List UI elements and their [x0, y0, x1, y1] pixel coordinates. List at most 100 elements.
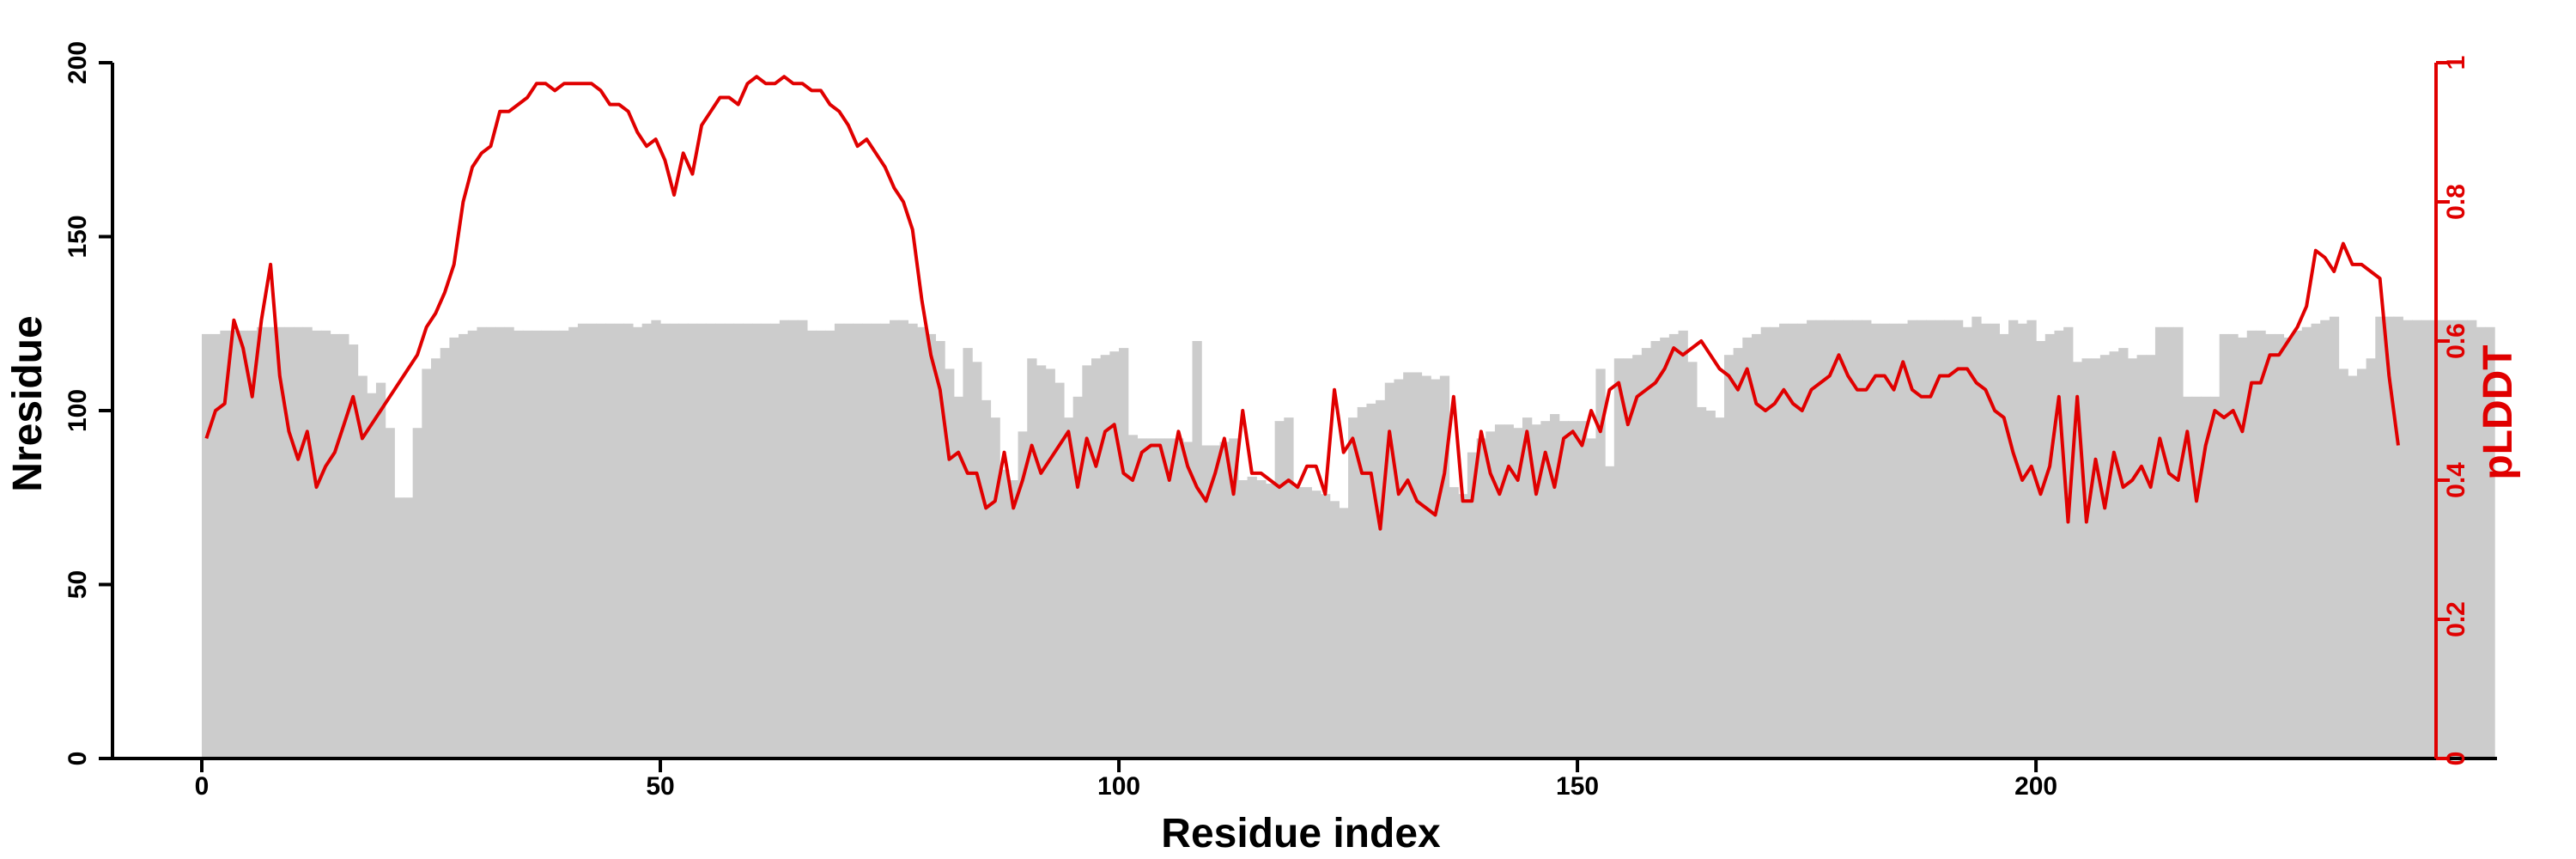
- residue-bar: [798, 320, 808, 758]
- y2-tick-label: 0: [2442, 752, 2470, 766]
- residue-bar: [1807, 320, 1817, 758]
- residue-bar: [1715, 417, 1725, 758]
- residue-bar: [1733, 348, 1743, 758]
- residue-bar: [1100, 355, 1110, 758]
- residue-bar: [431, 358, 441, 758]
- residue-bar: [1577, 421, 1588, 758]
- residue-bar: [1522, 417, 1533, 758]
- residue-bar: [1705, 411, 1716, 758]
- residue-bar: [880, 323, 890, 758]
- y2-tick-label: 0.6: [2442, 323, 2470, 359]
- bars-layer: [202, 316, 2495, 758]
- residue-bar: [1476, 438, 1486, 758]
- residue-bar: [330, 333, 340, 758]
- residue-bar: [1292, 487, 1303, 758]
- residue-bar: [1182, 442, 1194, 758]
- residue-bar: [1376, 399, 1386, 758]
- residue-bar: [2154, 326, 2166, 758]
- residue-bar: [1192, 341, 1202, 758]
- residue-bar: [477, 326, 487, 758]
- residue-bar: [2403, 320, 2413, 758]
- residue-bar: [2421, 320, 2431, 758]
- residue-bar: [2348, 375, 2358, 758]
- residue-bar: [761, 323, 771, 758]
- residue-bar: [265, 326, 276, 758]
- residue-bar: [348, 344, 359, 758]
- residue-bar: [981, 399, 992, 758]
- residue-bar: [2091, 358, 2101, 758]
- residue-bar: [2127, 358, 2138, 758]
- residue-bar: [2256, 330, 2266, 758]
- residue-bar: [1770, 326, 1780, 758]
- x-tick-label: 0: [195, 772, 210, 801]
- residue-bar: [1595, 369, 1606, 758]
- residue-bar: [1568, 421, 1578, 758]
- residue-bar: [1843, 320, 1854, 758]
- residue-bar: [2164, 326, 2174, 758]
- residue-bar: [385, 428, 395, 758]
- residue-bar: [367, 393, 377, 758]
- residue-bar: [1394, 379, 1404, 758]
- residue-bar: [1082, 365, 1092, 758]
- residue-bar: [2311, 323, 2321, 758]
- residue-bar: [788, 320, 799, 758]
- residue-bar: [375, 382, 386, 758]
- residue-bar: [1742, 337, 1753, 758]
- residue-bar: [357, 375, 368, 758]
- x-tick-label: 50: [646, 772, 674, 801]
- residue-bar: [999, 469, 1010, 758]
- residue-bar: [1558, 421, 1569, 758]
- residue-bar: [678, 323, 689, 758]
- residue-bar: [862, 323, 872, 758]
- residue-bar: [1760, 326, 1771, 758]
- residue-bar: [715, 323, 726, 758]
- residue-bar: [1054, 382, 1065, 758]
- residue-bar: [2017, 323, 2028, 758]
- residue-bar: [1889, 323, 1899, 758]
- residue-bar: [1091, 358, 1102, 758]
- residue-bar: [2458, 320, 2468, 758]
- y-tick-label: 50: [64, 570, 92, 599]
- residue-bar: [2329, 316, 2340, 758]
- residue-bar: [696, 323, 708, 758]
- residue-bar: [1650, 341, 1661, 758]
- residue-bar: [1917, 320, 1927, 758]
- residue-bar: [1274, 421, 1285, 758]
- y2-tick-label: 0.4: [2442, 462, 2470, 498]
- residue-bar: [1623, 358, 1633, 758]
- residue-bar: [2301, 326, 2312, 758]
- residue-bar: [1550, 414, 1560, 758]
- residue-bar: [669, 323, 679, 758]
- residue-bar: [660, 323, 671, 758]
- residue-bar: [917, 326, 927, 758]
- y2-tick-label: 0.2: [2442, 601, 2470, 637]
- y-tick-label: 200: [64, 41, 92, 84]
- residue-bar: [1036, 365, 1047, 758]
- residue-bar: [2173, 326, 2184, 758]
- residue-bar: [1063, 417, 1074, 758]
- residue-bar: [2054, 330, 2064, 758]
- residue-bar: [459, 333, 469, 758]
- residue-bar: [449, 337, 459, 758]
- residue-bar: [1613, 358, 1625, 758]
- y-tick-label: 150: [64, 215, 92, 258]
- residue-bar: [2320, 320, 2330, 758]
- residue-bar: [1045, 369, 1055, 758]
- residue-bar: [2283, 337, 2293, 758]
- axes-layer: 0 50 100 150 200 0 50 100 150 200 0 0.2 0.4 0.6 0.8 1: [64, 41, 2497, 801]
- residue-bar: [2366, 358, 2376, 758]
- residue-bar: [2036, 341, 2046, 758]
- residue-bar: [1641, 348, 1652, 758]
- y-tick-label: 100: [64, 389, 92, 432]
- residue-bar: [2182, 396, 2193, 758]
- residue-bar: [1384, 382, 1395, 758]
- residue-bar: [1540, 421, 1551, 758]
- residue-bar: [834, 323, 845, 758]
- residue-bar: [1284, 417, 1294, 758]
- residue-bar: [1329, 501, 1340, 758]
- residue-bar: [1815, 320, 1826, 758]
- residue-bar: [513, 330, 524, 758]
- residue-bar: [1256, 480, 1267, 758]
